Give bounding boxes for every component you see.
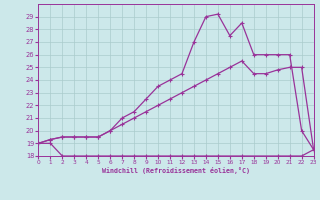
X-axis label: Windchill (Refroidissement éolien,°C): Windchill (Refroidissement éolien,°C) [102,167,250,174]
